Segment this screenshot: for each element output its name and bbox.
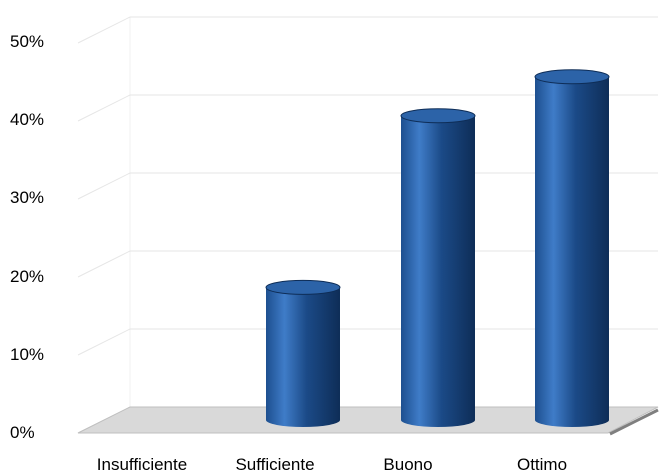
bar-top bbox=[534, 69, 610, 85]
bar-top bbox=[400, 108, 476, 124]
floor-edge bbox=[609, 408, 659, 436]
bar bbox=[265, 279, 341, 427]
x-axis: Insufficiente Sufficiente Buono Ottimo bbox=[97, 455, 567, 474]
gridline-side bbox=[77, 328, 131, 356]
gridline-side bbox=[77, 16, 131, 44]
chart-floor bbox=[77, 406, 659, 434]
y-tick-label: 50% bbox=[10, 32, 44, 51]
y-tick-label: 0% bbox=[10, 423, 35, 442]
x-tick-label: Buono bbox=[383, 455, 432, 474]
bar bbox=[534, 69, 610, 427]
y-tick-label: 20% bbox=[10, 267, 44, 286]
x-tick-label: Ottimo bbox=[517, 455, 567, 474]
x-tick-label: Sufficiente bbox=[235, 455, 314, 474]
y-tick-label: 30% bbox=[10, 188, 44, 207]
bar-top bbox=[265, 279, 341, 295]
bar-body bbox=[401, 115, 475, 428]
bars bbox=[265, 69, 610, 428]
x-tick-label: Insufficiente bbox=[97, 455, 187, 474]
bar bbox=[400, 108, 476, 428]
y-tick-label: 10% bbox=[10, 345, 44, 364]
gridline-side bbox=[77, 172, 131, 200]
y-tick-label: 40% bbox=[10, 110, 44, 129]
y-axis: 0% 10% 20% 30% 40% 50% bbox=[10, 32, 44, 442]
gridline-side bbox=[77, 94, 131, 122]
gridline-side bbox=[77, 250, 131, 278]
bar-body bbox=[266, 287, 340, 427]
bar-body bbox=[535, 76, 609, 427]
